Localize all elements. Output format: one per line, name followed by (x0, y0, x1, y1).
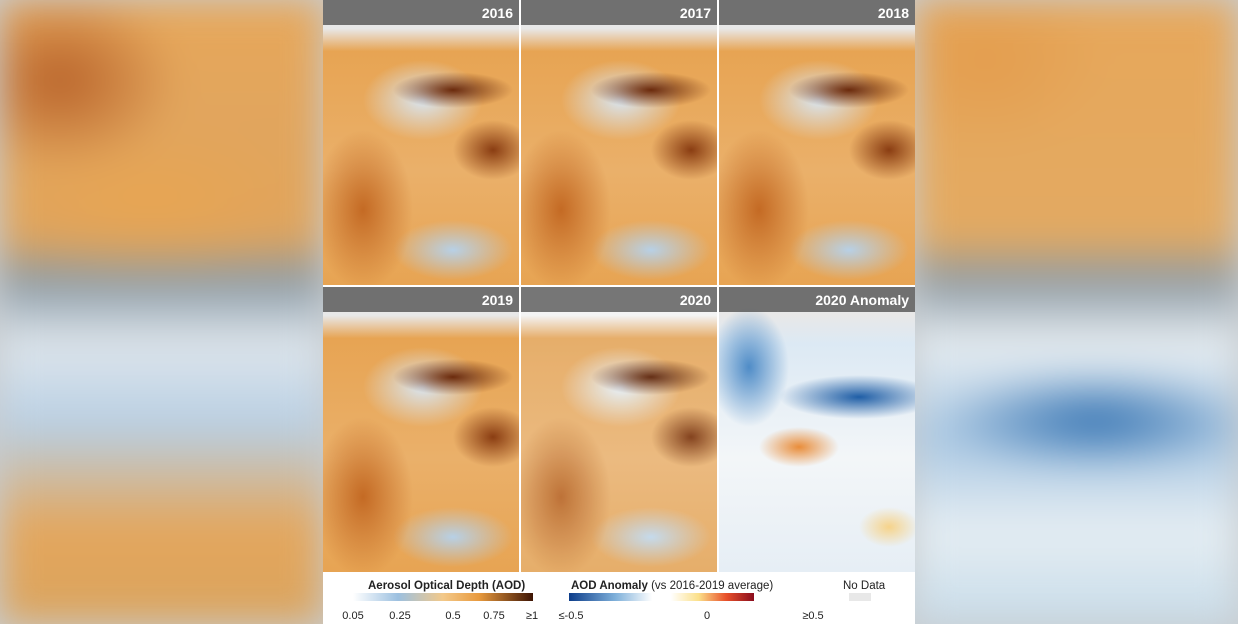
panel-title: 2020 Anomaly (719, 287, 915, 312)
anomaly-tick: ≤-0.5 (558, 610, 584, 622)
anomaly-legend-title: AOD Anomaly (vs 2016-2019 average) (571, 580, 773, 592)
panel-title: 2020 (521, 287, 717, 312)
blurred-background-right (915, 0, 1238, 624)
aod-map-figure: 2016 2017 2018 2019 2020 2020 Anomaly Ae… (323, 0, 915, 624)
anomaly-colorbar (569, 593, 754, 601)
map-panel-2019: 2019 (323, 287, 519, 572)
map-panel-2016: 2016 (323, 0, 519, 285)
panel-title: 2016 (323, 0, 519, 25)
aod-tick: 0.75 (483, 610, 505, 622)
no-data-swatch (849, 593, 871, 601)
aod-tick: 0.25 (389, 610, 411, 622)
aod-tick: ≥1 (525, 610, 539, 622)
legend: Aerosol Optical Depth (AOD) 0.05 0.25 0.… (323, 572, 915, 624)
anomaly-tick: 0 (703, 610, 711, 622)
panel-title: 2017 (521, 0, 717, 25)
aod-legend-title: Aerosol Optical Depth (AOD) (368, 580, 526, 592)
panel-title: 2019 (323, 287, 519, 312)
no-data-label: No Data (843, 580, 886, 592)
anomaly-title: AOD Anomaly (571, 580, 648, 592)
aod-tick: 0.5 (445, 610, 461, 622)
anomaly-subtitle: (vs 2016-2019 average) (651, 580, 774, 592)
aod-colorbar (353, 593, 533, 601)
anomaly-tick: ≥0.5 (802, 610, 824, 622)
map-panel-2020-anomaly: 2020 Anomaly (719, 287, 915, 572)
blurred-background-left (0, 0, 323, 624)
aod-tick: 0.05 (342, 610, 364, 622)
map-panel-2018: 2018 (719, 0, 915, 285)
panel-title: 2018 (719, 0, 915, 25)
map-panel-2020: 2020 (521, 287, 717, 572)
map-panel-2017: 2017 (521, 0, 717, 285)
